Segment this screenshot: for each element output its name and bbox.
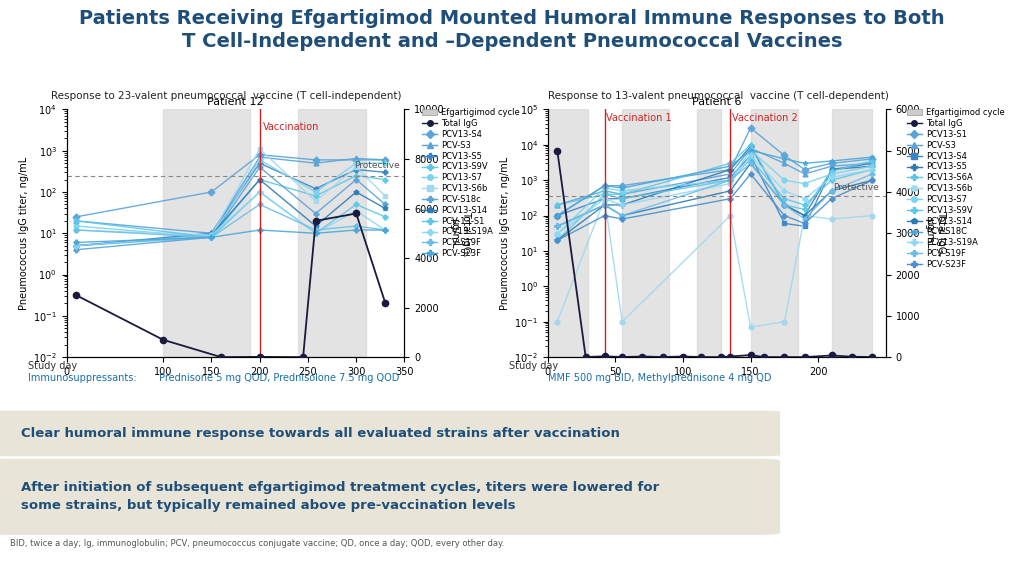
Bar <box>831 109 872 357</box>
Bar <box>623 109 670 357</box>
Bar <box>298 109 366 357</box>
Legend: Efgartigimod cycle, Total IgG, PCV13-S4, PCV-S3, PCV13-S5, PCV13-S9V, PCV13-S7, : Efgartigimod cycle, Total IgG, PCV13-S4,… <box>419 105 523 262</box>
Text: MMF 500 mg BID, Methylprednisone 4 mg QD: MMF 500 mg BID, Methylprednisone 4 mg QD <box>548 373 771 383</box>
Text: Patients Receiving Efgartigimod Mounted Humoral Immune Responses to Both: Patients Receiving Efgartigimod Mounted … <box>79 9 945 28</box>
Text: Study day: Study day <box>509 361 558 370</box>
Text: Vaccination 2: Vaccination 2 <box>732 113 798 123</box>
Title: Patient 12: Patient 12 <box>207 97 264 107</box>
Text: Vaccination 1: Vaccination 1 <box>606 113 672 123</box>
Legend: Efgartigimod cycle, Total IgG, PCV13-S1, PCV-S3, PCV13-S4, PCV13-S5, PCV13-S6A, : Efgartigimod cycle, Total IgG, PCV13-S1,… <box>903 105 1008 272</box>
Y-axis label: Pneumococcus IgG titer, ng/mL: Pneumococcus IgG titer, ng/mL <box>18 157 29 310</box>
Y-axis label: Pneumococcus IgG titer, ng/mL: Pneumococcus IgG titer, ng/mL <box>500 157 510 310</box>
Text: Study day: Study day <box>28 361 77 370</box>
Bar <box>696 109 721 357</box>
Bar <box>751 109 798 357</box>
Text: Response to 13-valent pneumococcal  vaccine (T cell-dependent): Response to 13-valent pneumococcal vacci… <box>548 91 889 101</box>
Y-axis label: Total IgG,
µg/mL: Total IgG, µg/mL <box>925 211 946 256</box>
Text: T Cell-Independent and –Dependent Pneumococcal Vaccines: T Cell-Independent and –Dependent Pneumo… <box>181 32 843 51</box>
Text: Prednisone 5 mg QOD, Prednisolone 7.5 mg QOD: Prednisone 5 mg QOD, Prednisolone 7.5 mg… <box>159 373 399 383</box>
Text: After initiation of subsequent efgartigimod treatment cycles, titers were lowere: After initiation of subsequent efgartigi… <box>22 482 659 512</box>
Text: Protective: Protective <box>834 183 879 192</box>
Bar <box>163 109 250 357</box>
Text: Clear humoral immune response towards all evaluated strains after vaccination: Clear humoral immune response towards al… <box>22 427 621 440</box>
Bar <box>548 109 589 357</box>
Text: BID, twice a day; Ig, immunoglobulin; PCV, pneumococcus conjugate vaccine; QD, o: BID, twice a day; Ig, immunoglobulin; PC… <box>10 539 505 548</box>
Y-axis label: Total IgG,
µg/mL: Total IgG, µg/mL <box>449 211 471 256</box>
Text: Response to 23-valent pneumococcal  vaccine (T cell-independent): Response to 23-valent pneumococcal vacci… <box>51 91 401 101</box>
FancyBboxPatch shape <box>0 458 780 535</box>
Text: Protective: Protective <box>354 161 399 170</box>
Text: Immunosuppressants:: Immunosuppressants: <box>28 373 136 383</box>
Title: Patient 6: Patient 6 <box>692 97 741 107</box>
FancyBboxPatch shape <box>0 411 780 456</box>
Text: Vaccination: Vaccination <box>262 122 318 132</box>
